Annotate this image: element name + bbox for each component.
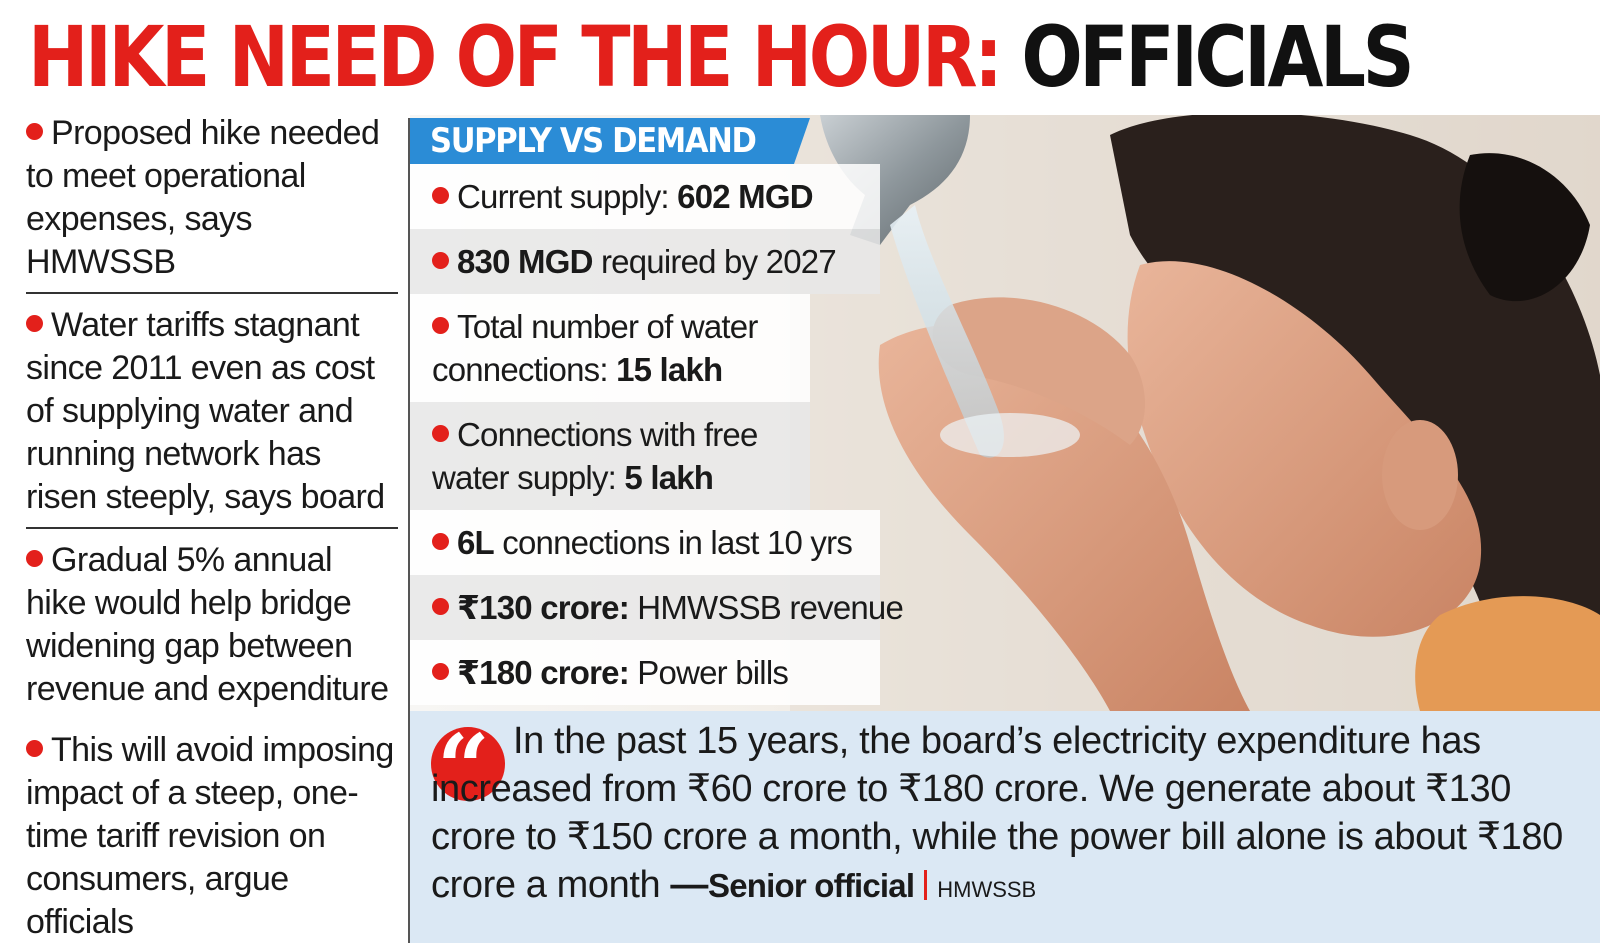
quote-text: In the past 15 years, the board’s electr… xyxy=(431,720,1563,906)
bullet-dot-icon xyxy=(432,187,449,204)
headline: HIKE NEED OF THE HOUR: OFFICIALS xyxy=(28,12,1415,102)
left-bullet-text: Proposed hike needed to meet operational… xyxy=(26,114,380,281)
item-value: ₹180 crore: xyxy=(457,654,630,691)
bullet-dot-icon xyxy=(432,663,449,680)
item-value: 602 MGD xyxy=(677,178,813,215)
bullet-dot-icon xyxy=(432,425,449,442)
left-bullet-item: This will avoid imposing impact of a ste… xyxy=(26,719,398,943)
bullet-dot-icon xyxy=(432,317,449,334)
supply-demand-item: 6L connections in last 10 yrs xyxy=(410,510,880,575)
left-bullet-text: Water tariffs stagnant since 2011 even a… xyxy=(26,306,385,516)
item-text: Current supply: xyxy=(457,178,678,215)
bullet-dot-icon xyxy=(26,123,43,140)
item-value: 5 lakh xyxy=(624,459,714,496)
supply-demand-item: ₹180 crore: Power bills xyxy=(410,640,880,705)
headline-red: HIKE NEED OF THE HOUR: xyxy=(28,8,1003,106)
quote-icon: “ xyxy=(431,714,505,822)
supply-demand-item: 830 MGD required by 2027 xyxy=(410,229,880,294)
left-bullet-item: Gradual 5% annual hike would help bridge… xyxy=(26,529,398,719)
item-text: Power bills xyxy=(628,654,789,691)
item-value: ₹130 crore: xyxy=(457,589,630,626)
bullet-dot-icon xyxy=(432,252,449,269)
quote-source: Senior official xyxy=(708,867,915,904)
bullet-dot-icon xyxy=(432,598,449,615)
left-bullet-list: Proposed hike needed to meet operational… xyxy=(26,108,398,943)
quote-separator xyxy=(924,870,928,900)
item-text: connections in last 10 yrs xyxy=(493,524,853,561)
supply-demand-header: SUPPLY VS DEMAND xyxy=(410,118,810,164)
bullet-dot-icon xyxy=(26,315,43,332)
left-bullet-item: Water tariffs stagnant since 2011 even a… xyxy=(26,294,398,529)
item-text: Connections with free water supply: xyxy=(432,416,758,496)
headline-black: OFFICIALS xyxy=(1021,8,1414,106)
quote-dash: — xyxy=(660,864,709,906)
bullet-dot-icon xyxy=(432,533,449,550)
supply-demand-item: Current supply: 602 MGD xyxy=(410,164,880,229)
left-bullet-text: Gradual 5% annual hike would help bridge… xyxy=(26,541,389,708)
quote-box: “ In the past 15 years, the board’s elec… xyxy=(410,711,1600,943)
bullet-dot-icon xyxy=(26,550,43,567)
item-value: 15 lakh xyxy=(616,351,723,388)
supply-demand-item: Total number of water connections: 15 la… xyxy=(410,294,810,402)
left-bullet-item: Proposed hike needed to meet operational… xyxy=(26,108,398,294)
supply-demand-title: SUPPLY VS DEMAND xyxy=(430,121,757,161)
left-bullet-text: This will avoid imposing impact of a ste… xyxy=(26,731,394,941)
supply-demand-list: Current supply: 602 MGD 830 MGD required… xyxy=(410,164,904,705)
bullet-dot-icon xyxy=(26,740,43,757)
supply-demand-item: Connections with free water supply: 5 la… xyxy=(410,402,810,510)
item-value: 6L xyxy=(457,524,495,561)
item-value: 830 MGD xyxy=(457,243,593,280)
column-divider xyxy=(408,118,410,943)
photo-illustration xyxy=(790,115,1600,711)
quote-organization: HMWSSB xyxy=(937,877,1037,902)
item-text: Total number of water connections: xyxy=(432,308,758,388)
item-text: required by 2027 xyxy=(592,243,837,280)
item-text: HMWSSB revenue xyxy=(628,589,904,626)
supply-demand-item: ₹130 crore: HMWSSB revenue xyxy=(410,575,904,640)
quote-text-block: In the past 15 years, the board’s electr… xyxy=(431,717,1571,914)
quote-glyph: “ xyxy=(437,714,490,822)
